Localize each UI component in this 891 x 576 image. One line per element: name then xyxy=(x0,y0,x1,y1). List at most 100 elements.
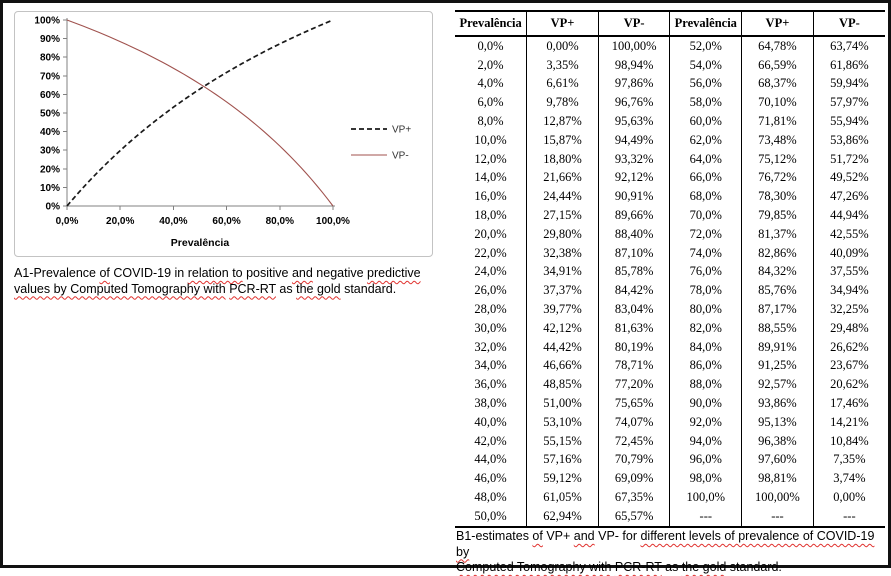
table-cell: 48,85% xyxy=(526,375,599,395)
table-cell: 63,74% xyxy=(830,38,869,53)
line-chart-svg: 100% 90% 80% 70% 60% 50% 40% 30% 20% 10% 0% 0,0% 20,… xyxy=(34,16,411,250)
table-cell: --- xyxy=(843,508,856,523)
y-tick-label: 90% xyxy=(40,34,60,45)
table-cell: 64,78% xyxy=(741,36,814,56)
table-cell: 90,91% xyxy=(598,187,671,207)
table-cell: 44,42% xyxy=(526,337,599,357)
vp-table: Prevalência VP+ VP- Prevalência VP+ VP- 0,0% 0… xyxy=(455,10,885,528)
table-cell: 78,71% xyxy=(598,356,671,376)
table-cell: 79,85% xyxy=(741,206,814,225)
y-tick-label: 70% xyxy=(40,71,60,82)
table-cell: 97,86% xyxy=(598,74,671,94)
table-cell: 87,10% xyxy=(598,243,671,263)
caption-a1: A1-Prevalence of COVID-19 in relation to… xyxy=(14,266,448,297)
table-row: 42,0% 55,15% 72,45% 94,0% 96,38% 10,84% xyxy=(455,431,885,451)
table-cell: 62,94% xyxy=(526,506,599,527)
caption-b1: B1-estimates of VP+ and VP- for differen… xyxy=(456,529,888,576)
vp-plus-line xyxy=(66,19,334,207)
table-cell: 28,0% xyxy=(455,300,528,319)
table-cell: 50,0% xyxy=(455,506,528,527)
table-cell: 93,32% xyxy=(598,149,671,169)
table-cell: 24,44% xyxy=(526,187,599,207)
y-tick-label: 30% xyxy=(40,146,60,157)
table-cell: 20,0% xyxy=(455,224,528,244)
table-cell: 98,94% xyxy=(598,55,671,75)
vp-table-header: Prevalência VP+ VP- Prevalência VP+ VP- xyxy=(455,11,885,37)
table-cell: 10,84% xyxy=(830,433,869,448)
table-cell: 17,46% xyxy=(830,396,869,411)
table-cell: 8,0% xyxy=(455,112,528,131)
table-cell: 62,0% xyxy=(669,130,743,150)
col-header-1: VP+ xyxy=(526,11,599,37)
table-cell: 70,0% xyxy=(669,206,743,225)
table-row: 16,0% 24,44% 90,91% 68,0% 78,30% 47,26% xyxy=(455,187,885,207)
table-cell: 0,00% xyxy=(833,490,866,505)
table-cell: 90,0% xyxy=(669,394,743,413)
table-cell: 42,12% xyxy=(526,318,599,338)
table-row: 40,0% 53,10% 74,07% 92,0% 95,13% 14,21% xyxy=(455,412,885,432)
table-cell: 88,0% xyxy=(669,375,743,395)
y-tick-label: 0% xyxy=(46,202,61,213)
table-cell: 6,61% xyxy=(526,74,599,94)
table-row: 24,0% 34,91% 85,78% 76,0% 84,32% 37,55% xyxy=(455,262,885,282)
table-cell: 12,0% xyxy=(455,149,528,169)
table-cell: 67,35% xyxy=(598,488,671,507)
table-cell: 92,0% xyxy=(669,412,743,432)
table-row: 48,0% 61,05% 67,35% 100,0% 100,00% 0,00% xyxy=(455,488,885,507)
table-cell: 65,57% xyxy=(598,506,671,527)
table-cell: 82,86% xyxy=(741,243,814,263)
table-cell: 3,74% xyxy=(833,471,866,486)
table-cell: 7,35% xyxy=(833,452,866,467)
y-tick-label: 100% xyxy=(34,16,60,27)
table-cell: 9,78% xyxy=(526,93,599,113)
table-cell: 26,0% xyxy=(455,281,528,301)
table-cell: 12,87% xyxy=(526,112,599,131)
table-cell: 82,0% xyxy=(669,318,743,338)
table-cell: 34,91% xyxy=(526,262,599,282)
table-cell: 21,66% xyxy=(526,168,599,188)
table-cell: 60,0% xyxy=(669,112,743,131)
table-cell: 38,0% xyxy=(455,394,528,413)
table-cell: 64,0% xyxy=(669,149,743,169)
table-cell: 29,80% xyxy=(526,224,599,244)
table-cell: 51,72% xyxy=(830,151,869,166)
table-cell: 3,35% xyxy=(526,55,599,75)
table-cell: 18,0% xyxy=(455,206,528,225)
table-cell: 58,0% xyxy=(669,93,743,113)
table-cell: 24,0% xyxy=(455,262,528,282)
table-cell: 44,94% xyxy=(830,208,869,223)
table-cell: 91,25% xyxy=(741,356,814,376)
table-cell: 68,37% xyxy=(741,74,814,94)
table-cell: 74,0% xyxy=(669,243,743,263)
table-cell: 37,55% xyxy=(830,264,869,279)
table-row: 22,0% 32,38% 87,10% 74,0% 82,86% 40,09% xyxy=(455,243,885,263)
table-cell: 55,94% xyxy=(830,114,869,129)
table-cell: 84,32% xyxy=(741,262,814,282)
table-cell: 53,10% xyxy=(526,412,599,432)
table-row: 10,0% 15,87% 94,49% 62,0% 73,48% 53,86% xyxy=(455,130,885,150)
y-tick-label: 50% xyxy=(40,109,60,120)
table-cell: 14,0% xyxy=(455,168,528,188)
table-cell: 83,04% xyxy=(598,300,671,319)
table-cell: 100,00% xyxy=(741,488,814,507)
table-row: 38,0% 51,00% 75,65% 90,0% 93,86% 17,46% xyxy=(455,394,885,413)
table-cell: 72,0% xyxy=(669,224,743,244)
legend-label: VP- xyxy=(392,151,409,162)
table-cell: 76,72% xyxy=(741,168,814,188)
table-cell: 55,15% xyxy=(526,431,599,451)
table-row: 0,0% 0,00% 100,00% 52,0% 64,78% 63,74% xyxy=(455,36,885,56)
table-cell: 73,48% xyxy=(741,130,814,150)
table-cell: 59,12% xyxy=(526,469,599,489)
table-cell: 94,0% xyxy=(669,431,743,451)
caption-b1-line-1: B1-estimates of VP+ and VP- for differen… xyxy=(456,529,875,559)
table-cell: 74,07% xyxy=(598,412,671,432)
table-cell: 40,0% xyxy=(455,412,528,432)
table-cell: 42,0% xyxy=(455,431,528,451)
table-cell: 70,10% xyxy=(741,93,814,113)
table-cell: 100,0% xyxy=(669,488,743,507)
table-cell: 16,0% xyxy=(455,187,528,207)
table-row: 14,0% 21,66% 92,12% 66,0% 76,72% 49,52% xyxy=(455,168,885,188)
x-tick-label: 40,0% xyxy=(159,216,187,227)
table-cell: 92,12% xyxy=(598,168,671,188)
x-tick-label: 80,0% xyxy=(266,216,294,227)
